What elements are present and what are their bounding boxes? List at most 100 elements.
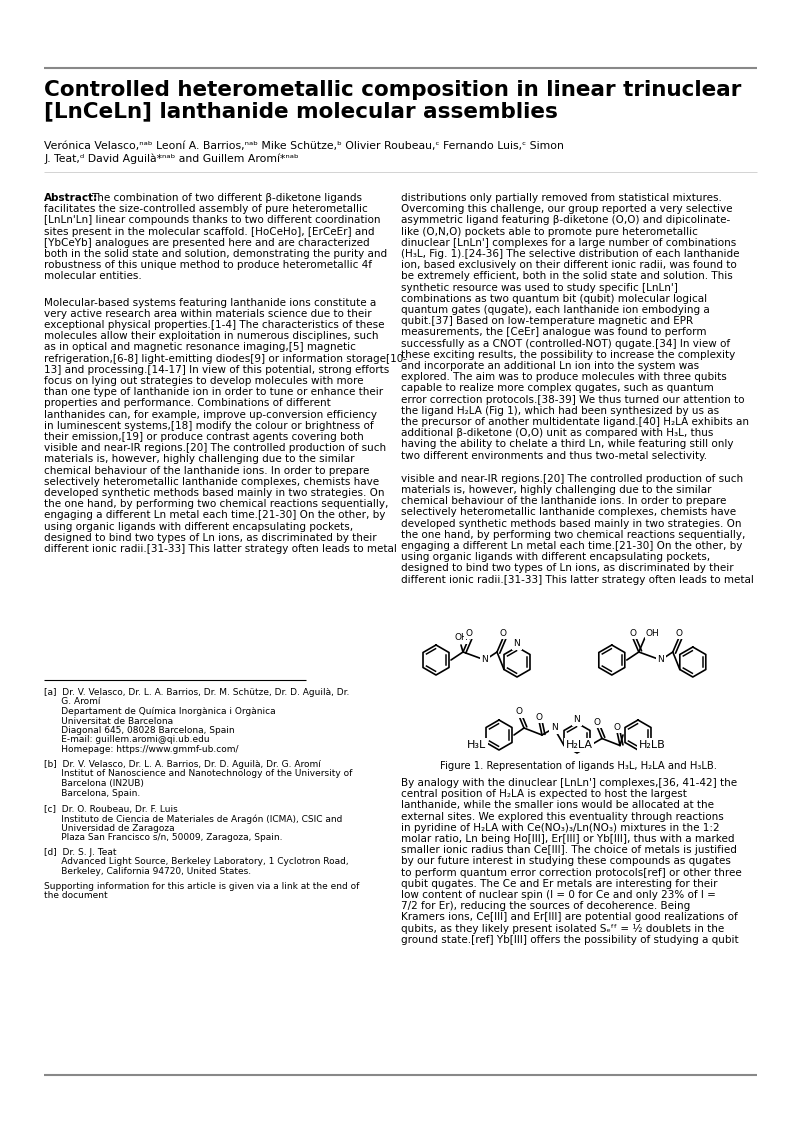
Text: [a]  Dr. V. Velasco, Dr. L. A. Barrios, Dr. M. Schütze, Dr. D. Aguilà, Dr.: [a] Dr. V. Velasco, Dr. L. A. Barrios, D… xyxy=(44,688,350,697)
Text: E-mail: guillem.aromi@qi.ub.edu: E-mail: guillem.aromi@qi.ub.edu xyxy=(44,736,209,745)
Text: chemical behaviour of the lanthanide ions. In order to prepare: chemical behaviour of the lanthanide ion… xyxy=(44,466,370,476)
Text: as in optical and magnetic resonance imaging,[5] magnetic: as in optical and magnetic resonance ima… xyxy=(44,343,356,353)
Text: 7/2 for Er), reducing the sources of decoherence. Being: 7/2 for Er), reducing the sources of dec… xyxy=(401,901,690,911)
Text: OH: OH xyxy=(454,633,468,642)
Text: G. Aromí: G. Aromí xyxy=(44,697,101,706)
Text: materials is, however, highly challenging due to the similar: materials is, however, highly challengin… xyxy=(44,455,354,465)
Text: [c]  Dr. O. Roubeau, Dr. F. Luis: [c] Dr. O. Roubeau, Dr. F. Luis xyxy=(44,805,178,814)
Text: [b]  Dr. V. Velasco, Dr. L. A. Barrios, Dr. D. Aguilà, Dr. G. Aromí: [b] Dr. V. Velasco, Dr. L. A. Barrios, D… xyxy=(44,760,321,769)
Text: quantum gates (qugate), each lanthanide ion embodying a: quantum gates (qugate), each lanthanide … xyxy=(401,305,710,314)
Text: to perform quantum error correction protocols[ref] or other three: to perform quantum error correction prot… xyxy=(401,868,741,877)
Text: facilitates the size-controlled assembly of pure heterometallic: facilitates the size-controlled assembly… xyxy=(44,204,368,214)
Text: H₂LA: H₂LA xyxy=(565,740,592,750)
Text: O: O xyxy=(676,629,682,638)
Text: [d]  Dr. S. J. Teat: [d] Dr. S. J. Teat xyxy=(44,848,117,857)
Text: The combination of two different β-diketone ligands: The combination of two different β-diket… xyxy=(91,193,362,203)
Text: J. Teat,ᵈ David Aguilà*ⁿᵃᵇ and Guillem Aromí*ⁿᵃᵇ: J. Teat,ᵈ David Aguilà*ⁿᵃᵇ and Guillem A… xyxy=(44,154,299,164)
Text: using organic ligands with different encapsulating pockets,: using organic ligands with different enc… xyxy=(401,553,710,563)
Text: the one hand, by performing two chemical reactions sequentially,: the one hand, by performing two chemical… xyxy=(401,530,745,540)
Text: ground state.[ref] Yb[III] offers the possibility of studying a qubit: ground state.[ref] Yb[III] offers the po… xyxy=(401,934,738,944)
Text: selectively heterometallic lanthanide complexes, chemists have: selectively heterometallic lanthanide co… xyxy=(401,508,736,518)
Text: N: N xyxy=(481,656,488,665)
Text: qubits, as they likely present isolated Sₑᶠᶠ = ½ doublets in the: qubits, as they likely present isolated … xyxy=(401,923,724,933)
Text: H₃L: H₃L xyxy=(467,740,486,750)
Text: H₂LB: H₂LB xyxy=(639,740,665,750)
Text: refrigeration,[6-8] light-emitting diodes[9] or information storage[10-: refrigeration,[6-8] light-emitting diode… xyxy=(44,354,407,364)
Text: Supporting information for this article is given via a link at the end of: Supporting information for this article … xyxy=(44,882,359,891)
Text: engaging a different Ln metal each time.[21-30] On the other, by: engaging a different Ln metal each time.… xyxy=(44,510,385,520)
Text: Barcelona, Spain.: Barcelona, Spain. xyxy=(44,788,140,797)
Text: in pyridine of H₂LA with Ce(NO₃)₃/Ln(NO₃) mixtures in the 1:2: in pyridine of H₂LA with Ce(NO₃)₃/Ln(NO₃… xyxy=(401,823,719,833)
Text: having the ability to chelate a third Ln, while featuring still only: having the ability to chelate a third Ln… xyxy=(401,439,734,449)
Text: N: N xyxy=(550,723,557,732)
Text: Controlled heterometallic composition in linear trinuclear: Controlled heterometallic composition in… xyxy=(44,80,741,100)
Text: ion, based exclusively on their different ionic radii, was found to: ion, based exclusively on their differen… xyxy=(401,261,737,271)
Text: synthetic resource was used to study specific [LnLn']: synthetic resource was used to study spe… xyxy=(401,283,678,293)
Text: qubit.[37] Based on low-temperature magnetic and EPR: qubit.[37] Based on low-temperature magn… xyxy=(401,317,693,326)
Text: their emission,[19] or produce contrast agents covering both: their emission,[19] or produce contrast … xyxy=(44,432,364,442)
Text: the precursor of another multidentate ligand.[40] H₂LA exhibits an: the precursor of another multidentate li… xyxy=(401,417,749,427)
Text: properties and performance. Combinations of different: properties and performance. Combinations… xyxy=(44,399,331,409)
Text: in luminescent systems,[18] modify the colour or brightness of: in luminescent systems,[18] modify the c… xyxy=(44,421,374,431)
Text: chemical behaviour of the lanthanide ions. In order to prepare: chemical behaviour of the lanthanide ion… xyxy=(401,496,726,506)
Text: smaller ionic radius than Ce[III]. The choice of metals is justified: smaller ionic radius than Ce[III]. The c… xyxy=(401,846,737,856)
Text: O: O xyxy=(535,712,542,721)
Text: capable to realize more complex qugates, such as quantum: capable to realize more complex qugates,… xyxy=(401,383,714,393)
Text: lanthanide, while the smaller ions would be allocated at the: lanthanide, while the smaller ions would… xyxy=(401,801,714,811)
Text: combinations as two quantum bit (qubit) molecular logical: combinations as two quantum bit (qubit) … xyxy=(401,294,707,304)
Text: selectively heterometallic lanthanide complexes, chemists have: selectively heterometallic lanthanide co… xyxy=(44,477,379,486)
Text: molecules allow their exploitation in numerous disciplines, such: molecules allow their exploitation in nu… xyxy=(44,331,378,341)
Text: than one type of lanthanide ion in order to tune or enhance their: than one type of lanthanide ion in order… xyxy=(44,387,383,398)
Text: different ionic radii.[31-33] This latter strategy often leads to metal: different ionic radii.[31-33] This latte… xyxy=(401,575,754,585)
Text: molecular entities.: molecular entities. xyxy=(44,272,142,282)
Text: N: N xyxy=(573,715,580,724)
Text: O: O xyxy=(500,629,507,638)
Text: very active research area within materials science due to their: very active research area within materia… xyxy=(44,309,372,319)
Text: these exciting results, the possibility to increase the complexity: these exciting results, the possibility … xyxy=(401,349,735,359)
Text: N: N xyxy=(657,656,665,665)
Text: Homepage: https://www.gmmf-ub.com/: Homepage: https://www.gmmf-ub.com/ xyxy=(44,745,239,754)
Text: molar ratio, Ln being Ho[III], Er[III] or Yb[III], thus with a marked: molar ratio, Ln being Ho[III], Er[III] o… xyxy=(401,834,734,844)
Text: By analogy with the dinuclear [LnLn'] complexes,[36, 41-42] the: By analogy with the dinuclear [LnLn'] co… xyxy=(401,778,737,788)
Text: visible and near-IR regions.[20] The controlled production of such: visible and near-IR regions.[20] The con… xyxy=(44,444,386,454)
Text: O: O xyxy=(465,629,473,638)
Text: qubit qugates. The Ce and Er metals are interesting for their: qubit qugates. The Ce and Er metals are … xyxy=(401,879,718,888)
Text: the one hand, by performing two chemical reactions sequentially,: the one hand, by performing two chemical… xyxy=(44,500,389,509)
Text: both in the solid state and solution, demonstrating the purity and: both in the solid state and solution, de… xyxy=(44,249,387,259)
Text: N: N xyxy=(514,639,520,648)
Text: engaging a different Ln metal each time.[21-30] On the other, by: engaging a different Ln metal each time.… xyxy=(401,541,742,551)
Text: the ligand H₂LA (Fig 1), which had been synthesized by us as: the ligand H₂LA (Fig 1), which had been … xyxy=(401,405,719,416)
Text: [LnCeLn] lanthanide molecular assemblies: [LnCeLn] lanthanide molecular assemblies xyxy=(44,101,557,121)
Text: Diagonal 645, 08028 Barcelona, Spain: Diagonal 645, 08028 Barcelona, Spain xyxy=(44,725,235,734)
Text: 13] and processing.[14-17] In view of this potential, strong efforts: 13] and processing.[14-17] In view of th… xyxy=(44,365,389,375)
Text: the document: the document xyxy=(44,892,108,901)
Text: materials is, however, highly challenging due to the similar: materials is, however, highly challengin… xyxy=(401,485,711,495)
Text: Universitat de Barcelona: Universitat de Barcelona xyxy=(44,716,173,725)
Text: using organic ligands with different encapsulating pockets,: using organic ligands with different enc… xyxy=(44,521,353,531)
Text: OH: OH xyxy=(646,629,660,638)
Text: successfully as a CNOT (controlled-NOT) qugate.[34] In view of: successfully as a CNOT (controlled-NOT) … xyxy=(401,339,730,348)
Text: Institut of Nanoscience and Nanotechnology of the University of: Institut of Nanoscience and Nanotechnolo… xyxy=(44,769,352,778)
Text: Universidad de Zaragoza: Universidad de Zaragoza xyxy=(44,824,174,833)
Text: dinuclear [LnLn'] complexes for a large number of combinations: dinuclear [LnLn'] complexes for a large … xyxy=(401,238,736,248)
Text: sites present in the molecular scaffold. [HoCeHo], [ErCeEr] and: sites present in the molecular scaffold.… xyxy=(44,227,374,237)
Text: Overcoming this challenge, our group reported a very selective: Overcoming this challenge, our group rep… xyxy=(401,204,733,214)
Text: be extremely efficient, both in the solid state and solution. This: be extremely efficient, both in the soli… xyxy=(401,272,733,282)
Text: by our future interest in studying these compounds as qugates: by our future interest in studying these… xyxy=(401,857,731,867)
Text: focus on lying out strategies to develop molecules with more: focus on lying out strategies to develop… xyxy=(44,376,363,386)
Text: (H₃L, Fig. 1).[24-36] The selective distribution of each lanthanide: (H₃L, Fig. 1).[24-36] The selective dist… xyxy=(401,249,740,259)
Text: and incorporate an additional Ln ion into the system was: and incorporate an additional Ln ion int… xyxy=(401,360,699,371)
Text: distributions only partially removed from statistical mixtures.: distributions only partially removed fro… xyxy=(401,193,722,203)
Text: Berkeley, California 94720, United States.: Berkeley, California 94720, United State… xyxy=(44,867,251,876)
Text: exceptional physical properties.[1-4] The characteristics of these: exceptional physical properties.[1-4] Th… xyxy=(44,320,385,330)
Text: Molecular-based systems featuring lanthanide ions constitute a: Molecular-based systems featuring lantha… xyxy=(44,298,376,308)
Text: different ionic radii.[31-33] This latter strategy often leads to metal: different ionic radii.[31-33] This latte… xyxy=(44,544,396,554)
Text: robustness of this unique method to produce heterometallic 4f: robustness of this unique method to prod… xyxy=(44,261,372,271)
Text: developed synthetic methods based mainly in two strategies. On: developed synthetic methods based mainly… xyxy=(44,489,385,497)
Text: Instituto de Ciencia de Materiales de Aragón (ICMA), CSIC and: Instituto de Ciencia de Materiales de Ar… xyxy=(44,814,343,824)
Text: visible and near-IR regions.[20] The controlled production of such: visible and near-IR regions.[20] The con… xyxy=(401,474,743,484)
Text: [LnLn'Ln] linear compounds thanks to two different coordination: [LnLn'Ln] linear compounds thanks to two… xyxy=(44,216,381,226)
Text: developed synthetic methods based mainly in two strategies. On: developed synthetic methods based mainly… xyxy=(401,519,741,529)
Text: Plaza San Francisco s/n, 50009, Zaragoza, Spain.: Plaza San Francisco s/n, 50009, Zaragoza… xyxy=(44,833,282,842)
Text: Figure 1. Representation of ligands H₃L, H₂LA and H₃LB.: Figure 1. Representation of ligands H₃L,… xyxy=(440,761,718,772)
